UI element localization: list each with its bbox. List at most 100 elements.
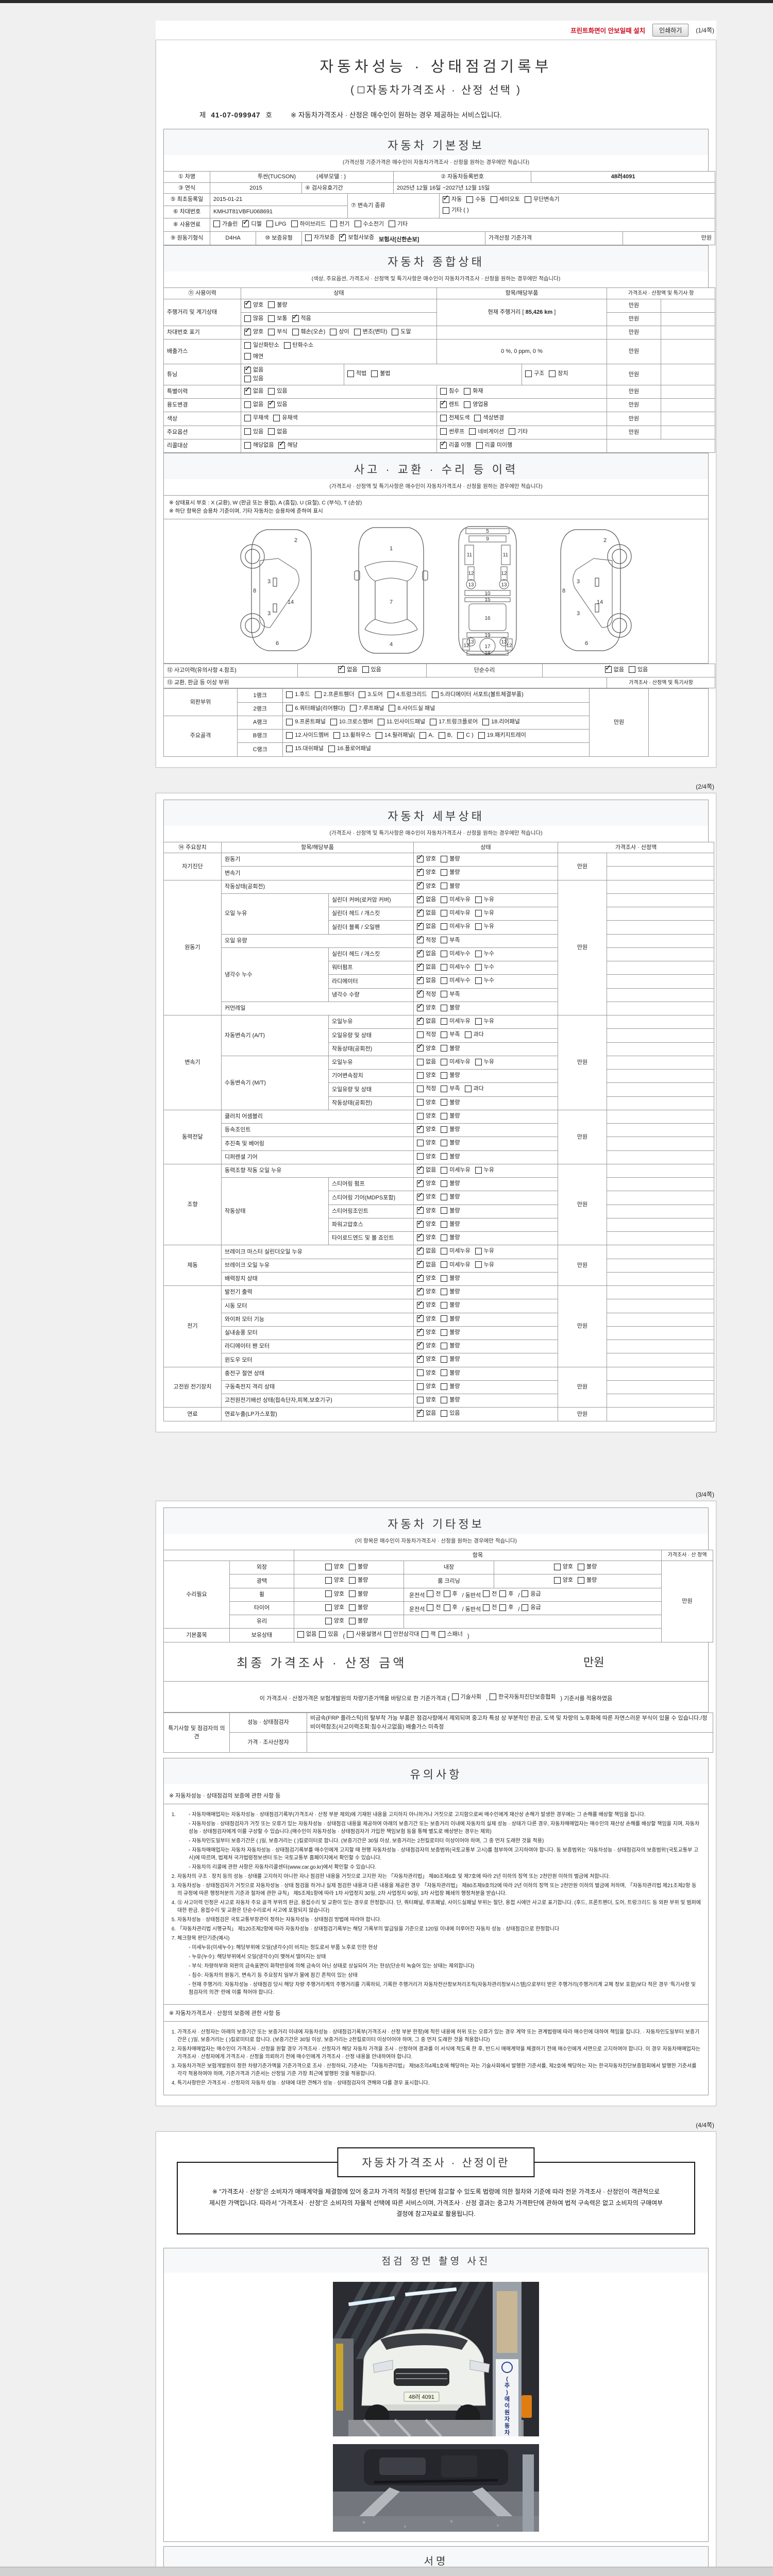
state-checks: 일산화탄소 탄화수소 매연	[241, 339, 437, 364]
checkbox-label: 적정	[426, 1086, 436, 1092]
checkbox-label: 불량	[449, 1369, 460, 1376]
table-row: 디퍼렌셜 기어 양호 불량	[164, 1150, 714, 1164]
checkbox: 1.후드	[286, 690, 310, 699]
legal-item: 자동차성능 · 상태점검자가 거짓으로 자동차성능 · 상태 점검을 하거나 실…	[177, 1882, 701, 1897]
checkbox-label: 누유	[483, 1058, 494, 1065]
table-row: 배력장치 상태 양호 불량	[164, 1272, 714, 1286]
checkbox-checked-icon	[417, 987, 424, 999]
token-text: )	[467, 1633, 469, 1640]
table-row: 주행거리 및 계기상태양호불량현재 주행거리 [ 85,426 km ]만원	[163, 298, 715, 326]
item-label: 동력조향 작동 오일 누유	[221, 1163, 414, 1178]
checkbox-label: 양호	[562, 1577, 573, 1584]
rank-items: 15.대쉬패널 16.플로어패널	[282, 742, 590, 757]
checkbox: 17.트렁크플로어	[430, 718, 478, 726]
checkbox-icon	[475, 896, 482, 903]
checkbox-label: 있음	[371, 666, 381, 673]
svg-text:16: 16	[484, 616, 491, 621]
install-notice-link[interactable]: 프린트화면이 안보일때 설치	[570, 27, 646, 35]
checkbox-label: 양호	[426, 1397, 436, 1403]
state-code-note-line: ※ 하단 항목은 승용차 기준이며, 기타 자동차는 승용차에 준하여 표시	[169, 508, 323, 515]
doc-prefix: 제	[199, 111, 206, 119]
checkbox-icon	[438, 1631, 445, 1638]
svg-text:): )	[506, 2389, 508, 2396]
checkbox: 불량	[441, 1315, 460, 1324]
checkbox-label: 화재	[473, 387, 483, 394]
checkbox-icon	[244, 415, 251, 421]
inspection-label: ④ 검사유효기간	[301, 182, 394, 194]
device-group-label: 동력전달	[163, 1109, 222, 1164]
table-row: 변속기 양호 불량	[164, 866, 714, 880]
checkbox: 무단변속기	[524, 195, 560, 204]
svg-text:3: 3	[577, 579, 580, 585]
token-text: )	[516, 83, 522, 96]
checkbox-label: 양호	[426, 1045, 436, 1052]
checkbox-icon	[441, 1126, 448, 1133]
checkbox-icon	[578, 1577, 584, 1584]
svg-text:차: 차	[505, 2429, 510, 2436]
checkbox: 불량	[441, 1193, 460, 1201]
checkbox-icon	[417, 1112, 424, 1120]
checkbox-label: 누수	[483, 950, 494, 957]
checkbox: 미세누유	[441, 895, 470, 904]
checkbox: 없음	[417, 947, 436, 958]
rank-items: 6.쿼터패널(리어휀다) 7.루프패널 8.사이드실 패널	[282, 702, 590, 716]
price-blank	[607, 1407, 714, 1421]
photos-title: 점검 장면 촬영 사진	[163, 2247, 709, 2273]
checkbox-checked-icon	[417, 960, 424, 972]
checkbox-checked-icon	[417, 1041, 424, 1053]
item-checks	[436, 325, 607, 340]
checkbox: 양호	[417, 1190, 436, 1202]
checkbox-icon	[441, 963, 448, 971]
price-unit: 만원	[558, 853, 607, 880]
checkbox: 불량	[441, 1233, 460, 1242]
checkbox-icon	[441, 1194, 448, 1201]
price-blank	[661, 325, 715, 340]
table-row: 타이로드엔드 및 볼 죠인트 양호 불량	[164, 1231, 714, 1246]
subitem-label: 라디에이터	[328, 974, 414, 989]
vin-number: KMHJT81VBFU068691	[210, 205, 348, 218]
checkbox-checked-icon	[417, 1177, 424, 1188]
legal-item: 자동차매매업자는 매수인이 가격조사 · 산정을 원할 경우 가격조사 · 산정…	[177, 2045, 701, 2061]
checkbox-label: 없음	[426, 950, 436, 957]
detail-state-subtitle: (가격조사 · 산정액 및 특기사항은 매수인이 자동차가격조사 · 산정을 원…	[163, 825, 709, 842]
item-checks: 침수 화재	[436, 384, 607, 399]
state-checks: 양호 불량	[413, 1204, 558, 1218]
checkbox-label: 3.도어	[367, 691, 383, 698]
checkbox-icon	[244, 428, 251, 435]
checkbox: 누유	[475, 1166, 494, 1175]
rank-items: 9.프론트패널 10.크로스멤버 11.인사이드패널 17.트렁크플로어 18.리어패널	[282, 715, 590, 730]
checkbox-label: 2.프론트휀더	[323, 691, 355, 698]
print-button[interactable]: 인쇄하기	[652, 24, 689, 37]
checkbox-label: 4.트렁크리드	[396, 691, 427, 698]
checkbox-checked-icon	[417, 1014, 424, 1026]
inspection-photo-underbody	[164, 2444, 708, 2534]
price-blank	[661, 398, 715, 413]
col-use-history: ⑪ 사용이력	[163, 287, 241, 299]
checkbox: 불법	[371, 369, 391, 378]
table-row: 브레이크 오일 누유 없음 미세누유 누유	[164, 1258, 714, 1273]
checkbox-checked-icon	[417, 1244, 424, 1256]
table-row: 스티어링 기어(MDPS포함) 양호 불량	[164, 1190, 714, 1205]
state-checks: 양호 불량	[241, 298, 437, 313]
checkbox: 불량	[441, 1396, 460, 1404]
report-subtitle: (자동차가격조사 · 산정 선택)	[163, 81, 709, 98]
checkbox-label: 변조(변타)	[362, 329, 388, 335]
price-blank	[607, 920, 714, 935]
svg-text:12: 12	[501, 571, 507, 577]
table-row: 2랭크 6.쿼터패널(리어휀다) 7.루프패널 8.사이드실 패널	[164, 702, 709, 716]
checkbox-icon	[482, 718, 490, 725]
checkbox-label: 불량	[449, 1356, 460, 1363]
checkbox-icon	[286, 705, 293, 712]
checkbox-icon	[417, 1140, 424, 1147]
accident-history-subtitle: (가격조사 · 산정액 및 특기사항은 매수인이 자동차가격조사 · 산정을 원…	[163, 479, 709, 495]
checkbox: 없음	[244, 384, 263, 396]
checkbox: 없음	[244, 363, 336, 375]
checkbox: 사용설명서	[347, 1630, 382, 1639]
checkbox-label: 양호	[426, 1234, 436, 1241]
checkbox: 기타 ( )	[443, 206, 469, 215]
mileage-pre: 현재 주행거리 [	[488, 309, 526, 315]
token-text: / 동반석	[462, 1592, 481, 1599]
checkbox-icon	[476, 442, 483, 449]
checkbox-label: 10.크로스멤버	[339, 718, 373, 725]
checkbox-label: 양호	[333, 1577, 344, 1584]
